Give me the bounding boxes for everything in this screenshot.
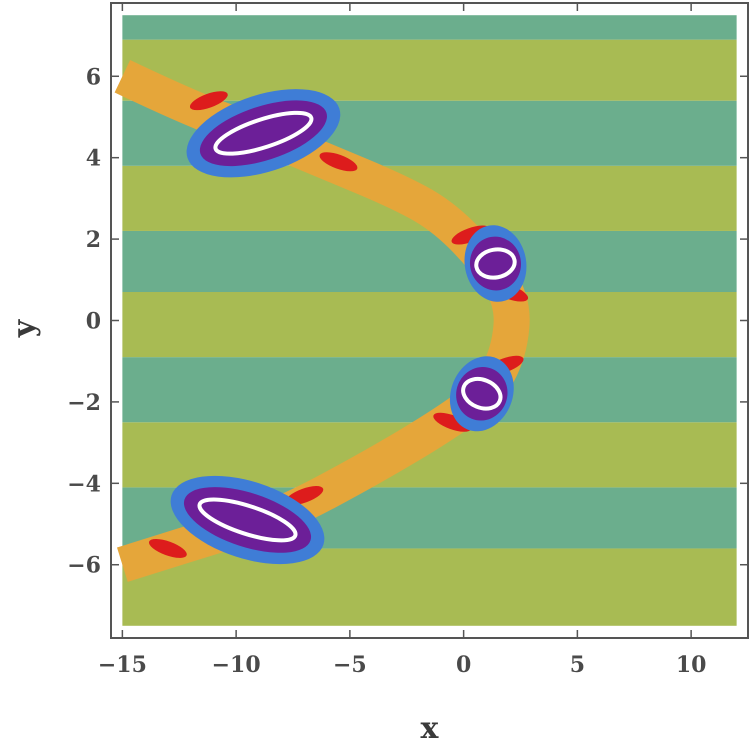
y-tick-label: −4 — [67, 471, 101, 497]
red-lobe-5 — [433, 412, 472, 432]
core-3 — [183, 487, 312, 553]
y-tick-label: −6 — [67, 553, 101, 579]
contour-1 — [474, 247, 517, 280]
axis-ticks: −15 −10 −5 0 5 10 −6 −4 −2 0 2 4 6 — [67, 3, 748, 678]
x-tick-label: 5 — [570, 652, 585, 678]
red-lobe-0 — [189, 91, 228, 111]
y-tick-label: 0 — [86, 309, 101, 335]
band-9 — [122, 15, 737, 40]
y-tick-label: 4 — [86, 146, 101, 172]
contour-0 — [213, 110, 314, 156]
x-tick-label: −5 — [333, 652, 367, 678]
red-lobe-7 — [148, 538, 187, 558]
y-tick-label: 6 — [86, 64, 101, 90]
core-0 — [199, 100, 327, 167]
red-lobe-1 — [319, 152, 358, 172]
x-tick-label: −10 — [212, 652, 261, 678]
band-5 — [122, 230, 737, 293]
plot-area — [111, 3, 748, 638]
x-tick-label: −15 — [98, 652, 147, 678]
x-tick-label: 0 — [456, 652, 471, 678]
band-4 — [122, 292, 737, 358]
y-tick-label: 2 — [86, 227, 101, 253]
contour-3 — [197, 497, 298, 543]
band-3 — [122, 357, 737, 423]
x-tick-label: 10 — [676, 652, 707, 678]
x-axis-label: x — [421, 711, 440, 746]
data-layer — [111, 3, 748, 638]
contour-2 — [461, 376, 503, 411]
band-8 — [122, 39, 737, 101]
y-tick-label: −2 — [67, 390, 101, 416]
y-axis-label: y — [7, 318, 42, 338]
band-0 — [122, 548, 737, 626]
